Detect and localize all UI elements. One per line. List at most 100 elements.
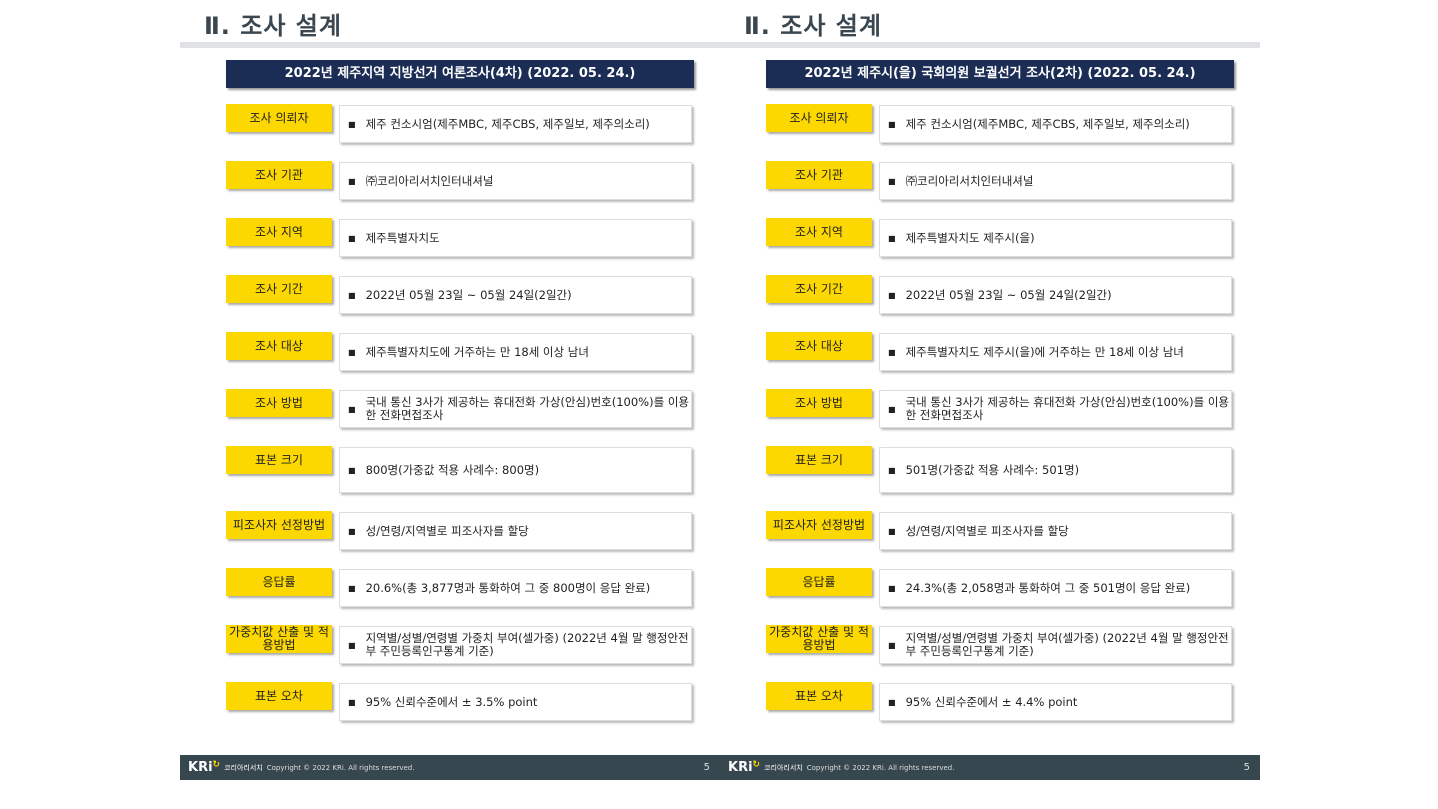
row-value-box: ■ 지역별/성별/연령별 가중치 부여(셀가중) (2022년 4월 말 행정안전… [879,626,1232,664]
row-value: 제주특별자치도 제주시(을) [905,230,1035,245]
page-number: 5 [1243,762,1250,773]
row-value: ㈜코리아리서치인터내셔널 [365,173,494,188]
row-label: 조사 기관 [226,161,332,189]
row-value: 제주 컨소시엄(제주MBC, 제주CBS, 제주일보, 제주의소리) [905,116,1190,131]
bullet-icon: ■ [348,640,356,650]
divider [720,42,1260,48]
bullet-icon: ■ [888,233,896,243]
section-title: Ⅱ. 조사 설계 [204,12,342,40]
logo-text: KRi [728,760,753,775]
row-value-box: ■ 2022년 05월 23일 ~ 05월 24일(2일간) [879,276,1232,314]
kri-logo: KRi↻ [728,760,761,775]
footer: KRi↻ 코리아리서치 Copyright © 2022 KRi. All ri… [180,755,720,780]
section-title: Ⅱ. 조사 설계 [744,12,882,40]
kri-logo: KRi↻ [188,760,221,775]
row-label: 조사 대상 [766,332,872,360]
row-value: 2022년 05월 23일 ~ 05월 24일(2일간) [365,287,572,302]
bullet-icon: ■ [348,233,356,243]
row-value: 24.3%(총 2,058명과 통화하여 그 중 501명이 응답 완료) [905,580,1191,595]
row-value: 95% 신뢰수준에서 ± 4.4% point [905,694,1078,709]
copyright: Copyright © 2022 KRi. All rights reserve… [806,763,955,772]
row-value: 성/연령/지역별로 피조사자를 할당 [905,523,1069,538]
bullet-icon: ■ [888,347,896,357]
row-value-box: ■ 제주특별자치도 제주시(을) [879,219,1232,257]
bullet-icon: ■ [888,404,896,414]
bullet-icon: ■ [348,176,356,186]
row-label: 조사 대상 [226,332,332,360]
row-value-box: ■ 국내 통신 3사가 제공하는 휴대전화 가상(안심)번호(100%)를 이용한… [339,390,692,428]
bullet-icon: ■ [888,465,896,475]
row-value-box: ■ 800명(가중값 적용 사례수: 800명) [339,447,692,493]
row-label: 조사 기간 [226,275,332,303]
row-value-box: ■ 성/연령/지역별로 피조사자를 할당 [339,512,692,550]
row-value-box: ■ 제주특별자치도 [339,219,692,257]
row-label: 표본 크기 [766,446,872,474]
row-value: 501명(가중값 적용 사례수: 501명) [905,462,1080,477]
row-value-box: ■ 24.3%(총 2,058명과 통화하여 그 중 501명이 응답 완료) [879,569,1232,607]
row-label: 표본 오차 [766,682,872,710]
row-label: 가중치값 산출 및 적용방법 [226,625,332,653]
row-value-box: ■ 제주특별자치도 제주시(을)에 거주하는 만 18세 이상 남녀 [879,333,1232,371]
bullet-icon: ■ [888,526,896,536]
bullet-icon: ■ [888,583,896,593]
row-label: 조사 기간 [766,275,872,303]
row-value-box: ■ 성/연령/지역별로 피조사자를 할당 [879,512,1232,550]
row-value-box: ■ 95% 신뢰수준에서 ± 4.4% point [879,683,1232,721]
row-value: 800명(가중값 적용 사례수: 800명) [365,462,540,477]
row-value: ㈜코리아리서치인터내셔널 [905,173,1034,188]
row-label: 조사 지역 [226,218,332,246]
bullet-icon: ■ [348,119,356,129]
brand-name: 코리아리서치 [224,763,263,772]
row-value-box: ■ 제주특별자치도에 거주하는 만 18세 이상 남녀 [339,333,692,371]
divider [180,42,720,48]
row-label: 조사 기관 [766,161,872,189]
row-value-box: ■ 제주 컨소시엄(제주MBC, 제주CBS, 제주일보, 제주의소리) [339,105,692,143]
row-label: 조사 지역 [766,218,872,246]
row-label: 표본 크기 [226,446,332,474]
bullet-icon: ■ [888,176,896,186]
row-value-box: ■ 20.6%(총 3,877명과 통화하여 그 중 800명이 응답 완료) [339,569,692,607]
bullet-icon: ■ [888,290,896,300]
row-label: 표본 오차 [226,682,332,710]
survey-header: 2022년 제주지역 지방선거 여론조사(4차) (2022. 05. 24.) [226,60,694,88]
row-value-box: ■ 국내 통신 3사가 제공하는 휴대전화 가상(안심)번호(100%)를 이용한… [879,390,1232,428]
slide-panel: Ⅱ. 조사 설계 2022년 제주지역 지방선거 여론조사(4차) (2022.… [180,0,720,780]
row-label: 피조사자 선정방법 [226,511,332,539]
bullet-icon: ■ [348,465,356,475]
row-value-box: ■ 95% 신뢰수준에서 ± 3.5% point [339,683,692,721]
bullet-icon: ■ [348,404,356,414]
bullet-icon: ■ [888,640,896,650]
row-value: 제주특별자치도에 거주하는 만 18세 이상 남녀 [365,344,589,359]
row-label: 조사 방법 [226,389,332,417]
row-value: 2022년 05월 23일 ~ 05월 24일(2일간) [905,287,1112,302]
row-label: 가중치값 산출 및 적용방법 [766,625,872,653]
logo-text: KRi [188,760,213,775]
row-label: 조사 의뢰자 [766,104,872,132]
row-value: 국내 통신 3사가 제공하는 휴대전화 가상(안심)번호(100%)를 이용한 … [905,395,1229,422]
brand-name: 코리아리서치 [764,763,803,772]
bullet-icon: ■ [348,290,356,300]
row-value-box: ■ 2022년 05월 23일 ~ 05월 24일(2일간) [339,276,692,314]
bullet-icon: ■ [348,583,356,593]
row-value: 20.6%(총 3,877명과 통화하여 그 중 800명이 응답 완료) [365,580,651,595]
copyright: Copyright © 2022 KRi. All rights reserve… [266,763,415,772]
bullet-icon: ■ [888,119,896,129]
row-value: 지역별/성별/연령별 가중치 부여(셀가중) (2022년 4월 말 행정안전부… [365,631,689,658]
bullet-icon: ■ [348,526,356,536]
row-value: 지역별/성별/연령별 가중치 부여(셀가중) (2022년 4월 말 행정안전부… [905,631,1229,658]
row-value: 국내 통신 3사가 제공하는 휴대전화 가상(안심)번호(100%)를 이용한 … [365,395,689,422]
footer: KRi↻ 코리아리서치 Copyright © 2022 KRi. All ri… [720,755,1260,780]
row-value-box: ■ 501명(가중값 적용 사례수: 501명) [879,447,1232,493]
page-number: 5 [703,762,710,773]
row-label: 조사 방법 [766,389,872,417]
row-label: 피조사자 선정방법 [766,511,872,539]
row-value: 제주특별자치도 [365,230,440,245]
row-label: 응답률 [766,568,872,596]
row-label: 응답률 [226,568,332,596]
bullet-icon: ■ [348,347,356,357]
row-value-box: ■ ㈜코리아리서치인터내셔널 [339,162,692,200]
row-value: 제주 컨소시엄(제주MBC, 제주CBS, 제주일보, 제주의소리) [365,116,650,131]
bullet-icon: ■ [348,697,356,707]
slide-panel: Ⅱ. 조사 설계 2022년 제주시(을) 국회의원 보궐선거 조사(2차) (… [720,0,1260,780]
row-value: 95% 신뢰수준에서 ± 3.5% point [365,694,538,709]
